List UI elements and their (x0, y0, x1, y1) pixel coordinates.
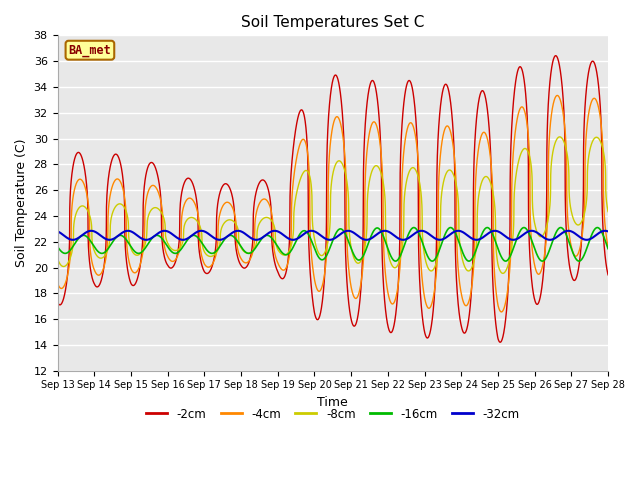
-32cm (552, 235, 560, 240)
-8cm (499, 271, 507, 276)
Text: BA_met: BA_met (68, 44, 111, 57)
-2cm (172, 259, 179, 265)
-16cm (387, 252, 394, 258)
-4cm (387, 299, 394, 305)
-32cm (172, 234, 179, 240)
-32cm (604, 228, 612, 234)
-16cm (604, 246, 612, 252)
-16cm (172, 251, 179, 256)
-16cm (575, 258, 583, 264)
-8cm (172, 248, 179, 253)
Line: -2cm: -2cm (58, 56, 608, 342)
Legend: -2cm, -4cm, -8cm, -16cm, -32cm: -2cm, -4cm, -8cm, -16cm, -32cm (141, 403, 524, 425)
-2cm (552, 53, 559, 59)
-2cm (604, 272, 612, 278)
-8cm (604, 208, 612, 214)
-16cm (604, 245, 612, 251)
-2cm (207, 265, 215, 271)
-4cm (554, 93, 561, 98)
Line: -16cm: -16cm (58, 228, 608, 261)
-32cm (601, 228, 609, 234)
-16cm (552, 230, 559, 236)
-32cm (396, 236, 404, 242)
-8cm (54, 255, 61, 261)
Title: Soil Temperatures Set C: Soil Temperatures Set C (241, 15, 424, 30)
-8cm (396, 256, 404, 262)
-16cm (207, 251, 215, 256)
-2cm (604, 271, 612, 277)
-32cm (69, 237, 77, 243)
-2cm (497, 339, 504, 345)
-8cm (387, 259, 394, 264)
-4cm (498, 309, 506, 315)
-2cm (552, 53, 560, 59)
-4cm (604, 244, 612, 250)
-8cm (552, 138, 560, 144)
-2cm (396, 183, 404, 189)
Line: -4cm: -4cm (58, 96, 608, 312)
-2cm (54, 299, 61, 305)
-32cm (207, 233, 215, 239)
-16cm (593, 225, 601, 230)
-32cm (54, 228, 61, 234)
-4cm (396, 263, 404, 269)
-2cm (387, 329, 394, 335)
-16cm (54, 244, 61, 250)
-16cm (396, 253, 404, 259)
-4cm (552, 94, 560, 99)
-32cm (604, 228, 612, 234)
Line: -32cm: -32cm (58, 231, 608, 240)
-8cm (604, 209, 612, 215)
-4cm (172, 257, 179, 263)
-32cm (387, 230, 394, 236)
Line: -8cm: -8cm (58, 137, 608, 274)
-4cm (604, 243, 612, 249)
-8cm (207, 253, 215, 259)
-8cm (556, 134, 564, 140)
-4cm (207, 263, 215, 268)
-4cm (54, 280, 61, 286)
Y-axis label: Soil Temperature (C): Soil Temperature (C) (15, 139, 28, 267)
X-axis label: Time: Time (317, 396, 348, 409)
